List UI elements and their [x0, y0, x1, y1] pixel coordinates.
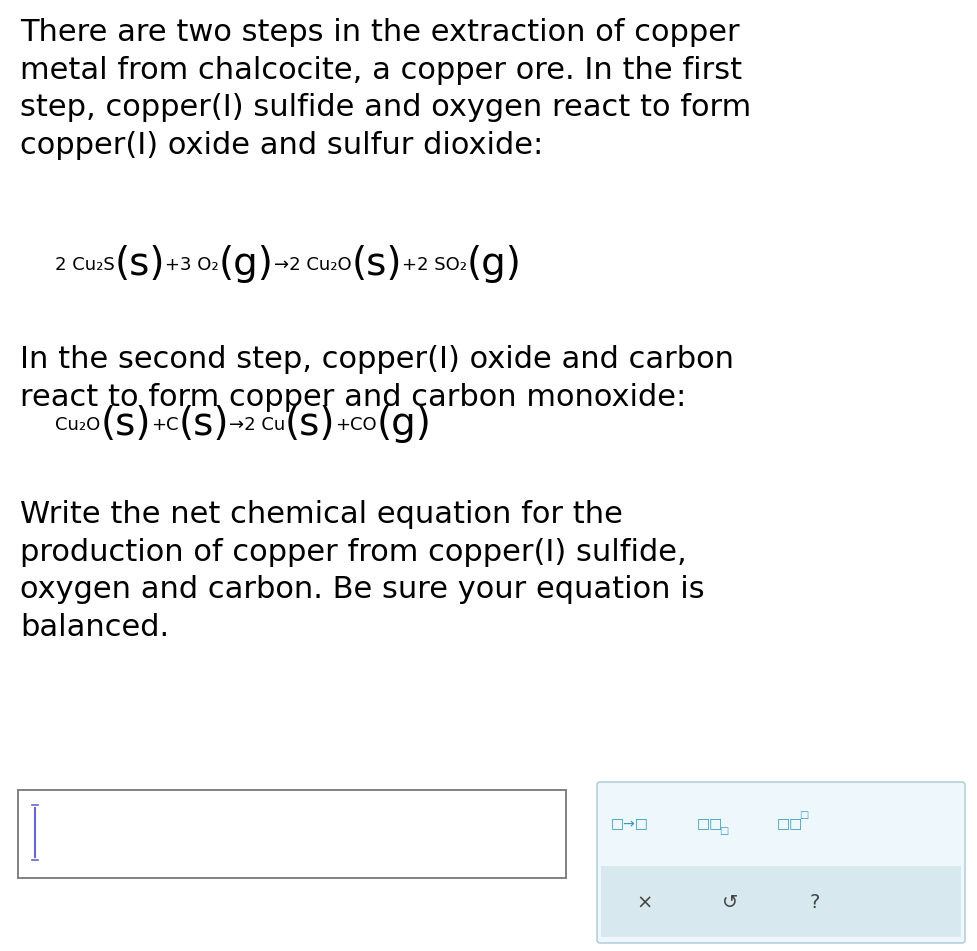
Text: (s): (s) [101, 405, 150, 443]
Text: □: □ [719, 826, 728, 836]
Text: ×: × [636, 893, 653, 912]
Text: □□: □□ [776, 816, 802, 830]
Text: There are two steps in the extraction of copper
metal from chalcocite, a copper : There are two steps in the extraction of… [20, 18, 750, 160]
Text: →2 Cu: →2 Cu [229, 416, 284, 434]
Text: +CO: +CO [335, 416, 377, 434]
Text: (s): (s) [114, 245, 165, 283]
Text: +2 SO₂: +2 SO₂ [402, 256, 466, 274]
Text: 2 Cu₂S: 2 Cu₂S [55, 256, 114, 274]
Text: □□: □□ [697, 816, 722, 830]
Text: (s): (s) [284, 405, 335, 443]
Text: +3 O₂: +3 O₂ [165, 256, 219, 274]
Text: ?: ? [809, 893, 820, 912]
Text: Write the net chemical equation for the
production of copper from copper(I) sulf: Write the net chemical equation for the … [20, 500, 703, 642]
Text: →2 Cu₂O: →2 Cu₂O [274, 256, 351, 274]
Text: +C: +C [150, 416, 178, 434]
Text: In the second step, copper(I) oxide and carbon
react to form copper and carbon m: In the second step, copper(I) oxide and … [20, 345, 734, 412]
Text: □→□: □→□ [611, 816, 649, 830]
Text: Cu₂O: Cu₂O [55, 416, 101, 434]
Text: (s): (s) [351, 245, 402, 283]
FancyBboxPatch shape [18, 790, 566, 878]
Text: (g): (g) [219, 245, 274, 283]
Text: ↺: ↺ [721, 893, 738, 912]
FancyBboxPatch shape [596, 782, 964, 943]
Text: (g): (g) [466, 245, 521, 283]
Text: (s): (s) [178, 405, 229, 443]
Text: □: □ [798, 810, 808, 820]
Text: (g): (g) [377, 405, 432, 443]
FancyBboxPatch shape [601, 865, 960, 937]
